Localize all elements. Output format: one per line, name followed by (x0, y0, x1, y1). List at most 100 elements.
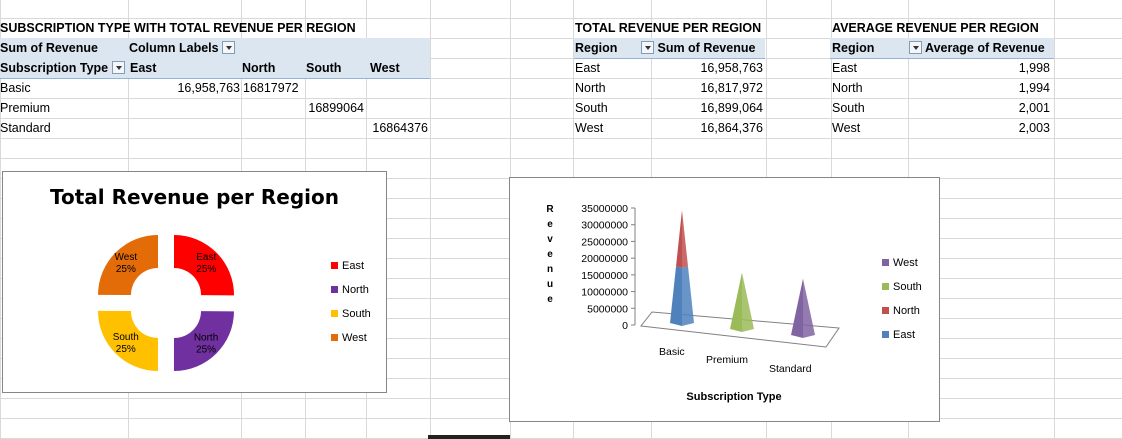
pivot3-value: 1,994 (1018, 81, 1050, 95)
pivot3-value: 1,998 (1018, 61, 1050, 75)
donut-label-east: East (196, 252, 216, 263)
sheet-tab-edge (428, 435, 510, 439)
legend-swatch (331, 333, 338, 341)
pivot1-cell: 16864376 (372, 121, 428, 135)
pyramid-basic-north[interactable] (676, 210, 682, 268)
pivot2-value: 16,958,763 (700, 61, 763, 75)
pivot3-value: 2,003 (1018, 121, 1050, 135)
pyramid-premium-south[interactable] (730, 272, 742, 332)
legend-label: North (342, 284, 369, 296)
legend-item-east: East (331, 260, 364, 272)
pivot3-region: West (832, 121, 861, 135)
y-tick-label: 0 (622, 320, 628, 332)
donut-label-south: South (113, 332, 139, 343)
donut-slice-east[interactable] (174, 235, 234, 296)
pivot2-col-sum-text: Sum of Revenue (657, 41, 756, 55)
column-labels-filter-icon[interactable] (222, 41, 236, 55)
pivot3-title: AVERAGE REVENUE PER REGION (832, 21, 1039, 35)
pivot3-header-band (830, 38, 1054, 59)
pyramid-standard-west-side[interactable] (803, 278, 815, 338)
legend-swatch (882, 306, 889, 314)
pivot3-region: East (832, 61, 858, 75)
pivot2-region: East (575, 61, 601, 75)
pivot2-col-sum[interactable]: Sum of Revenue (641, 38, 755, 58)
pivot2-region: South (575, 101, 608, 115)
pyramid-standard-west[interactable] (791, 278, 803, 338)
legend-swatch (882, 282, 889, 290)
pivot1-row-field[interactable]: Subscription Type (0, 58, 125, 78)
pivot1-title: SUBSCRIPTION TYPE WITH TOTAL REVENUE PER… (0, 21, 356, 35)
legend-item-east: East (882, 329, 915, 341)
pivot1-column-labels[interactable]: Column Labels (129, 38, 236, 58)
legend-swatch (331, 285, 338, 293)
pivot3-region: North (832, 81, 863, 95)
legend-swatch (882, 258, 889, 266)
donut-slice-west[interactable] (98, 235, 158, 295)
pivot3-col-avg[interactable]: Average of Revenue (909, 38, 1045, 58)
y-axis-title-letter: e (547, 294, 553, 305)
pivot2-filter-icon[interactable] (641, 41, 654, 55)
pivot1-col-south: South (306, 61, 342, 75)
pivot2-header-band (574, 38, 765, 59)
pivot3-col-avg-text: Average of Revenue (925, 41, 1045, 55)
y-axis-title-letter: R (546, 204, 554, 215)
pyramid-basic-east-side[interactable] (682, 266, 694, 326)
pivot2-value: 16,817,972 (700, 81, 763, 95)
y-tick-label: 15000000 (581, 270, 628, 282)
donut-chart[interactable]: Total Revenue per Region East 25% North 25%… (2, 171, 387, 393)
x-category-label: Standard (769, 363, 812, 375)
legend-label: South (893, 281, 922, 293)
pyramid-basic-east[interactable] (670, 266, 682, 326)
legend-item-north: North (882, 305, 920, 317)
pivot3-region: South (832, 101, 865, 115)
legend-label: East (893, 329, 916, 341)
pivot3-filter-icon[interactable] (909, 41, 922, 55)
pivot1-col-north: North (242, 61, 276, 75)
pivot2-col-region: Region (575, 41, 618, 55)
donut-pct-south: 25% (116, 344, 136, 355)
row-field-filter-icon[interactable] (111, 61, 125, 75)
pivot2-title: TOTAL REVENUE PER REGION (575, 21, 762, 35)
legend-swatch (882, 330, 889, 338)
row-field-text: Subscription Type (0, 61, 109, 75)
column-labels-text: Column Labels (129, 41, 219, 55)
x-category-label: Premium (706, 354, 748, 366)
y-tick-label: 10000000 (581, 287, 628, 299)
legend-item-south: South (331, 308, 371, 320)
donut-slice-south[interactable] (98, 310, 158, 371)
pivot1-cell: 16899064 (308, 101, 364, 115)
pivot1-col-east: East (130, 61, 157, 75)
pyramid-basic-north-side[interactable] (682, 210, 688, 268)
x-axis-title: Subscription Type (686, 391, 781, 403)
y-tick-label: 25000000 (581, 236, 628, 248)
legend-item-north: North (331, 284, 369, 296)
donut-label-north: North (194, 332, 218, 343)
donut-slice-north[interactable] (173, 311, 234, 371)
pivot1-row-label: Basic (0, 81, 31, 95)
donut-chart-title: Total Revenue per Region (50, 185, 339, 209)
pivot1-values-label: Sum of Revenue (0, 41, 98, 55)
y-tick-label: 20000000 (581, 253, 628, 265)
legend-swatch (331, 309, 338, 317)
pivot2-value: 16,899,064 (700, 101, 763, 115)
donut-pct-west: 25% (116, 264, 136, 275)
pivot1-header-band (0, 38, 430, 79)
donut-pct-east: 25% (196, 264, 216, 275)
y-axis-title-letter: u (547, 279, 553, 290)
y-axis-title-letter: n (547, 264, 553, 275)
pivot3-value: 2,001 (1018, 101, 1050, 115)
pyramid-svg: Revenue 35000000300000002500000020000000… (546, 203, 840, 403)
pivot1-cell: 16,958,763 (177, 81, 240, 95)
chart-floor (640, 311, 840, 348)
donut-pct-north: 25% (196, 344, 216, 355)
legend-item-west: West (331, 332, 367, 344)
y-axis-title-letter: v (547, 234, 553, 245)
y-tick-label: 30000000 (581, 220, 628, 232)
y-axis-title-letter: e (547, 219, 553, 230)
pivot1-cell: 16817972 (243, 81, 299, 95)
pivot2-region: West (575, 121, 604, 135)
y-tick-label: 35000000 (581, 203, 628, 215)
pyramid-premium-south-side[interactable] (742, 272, 754, 332)
